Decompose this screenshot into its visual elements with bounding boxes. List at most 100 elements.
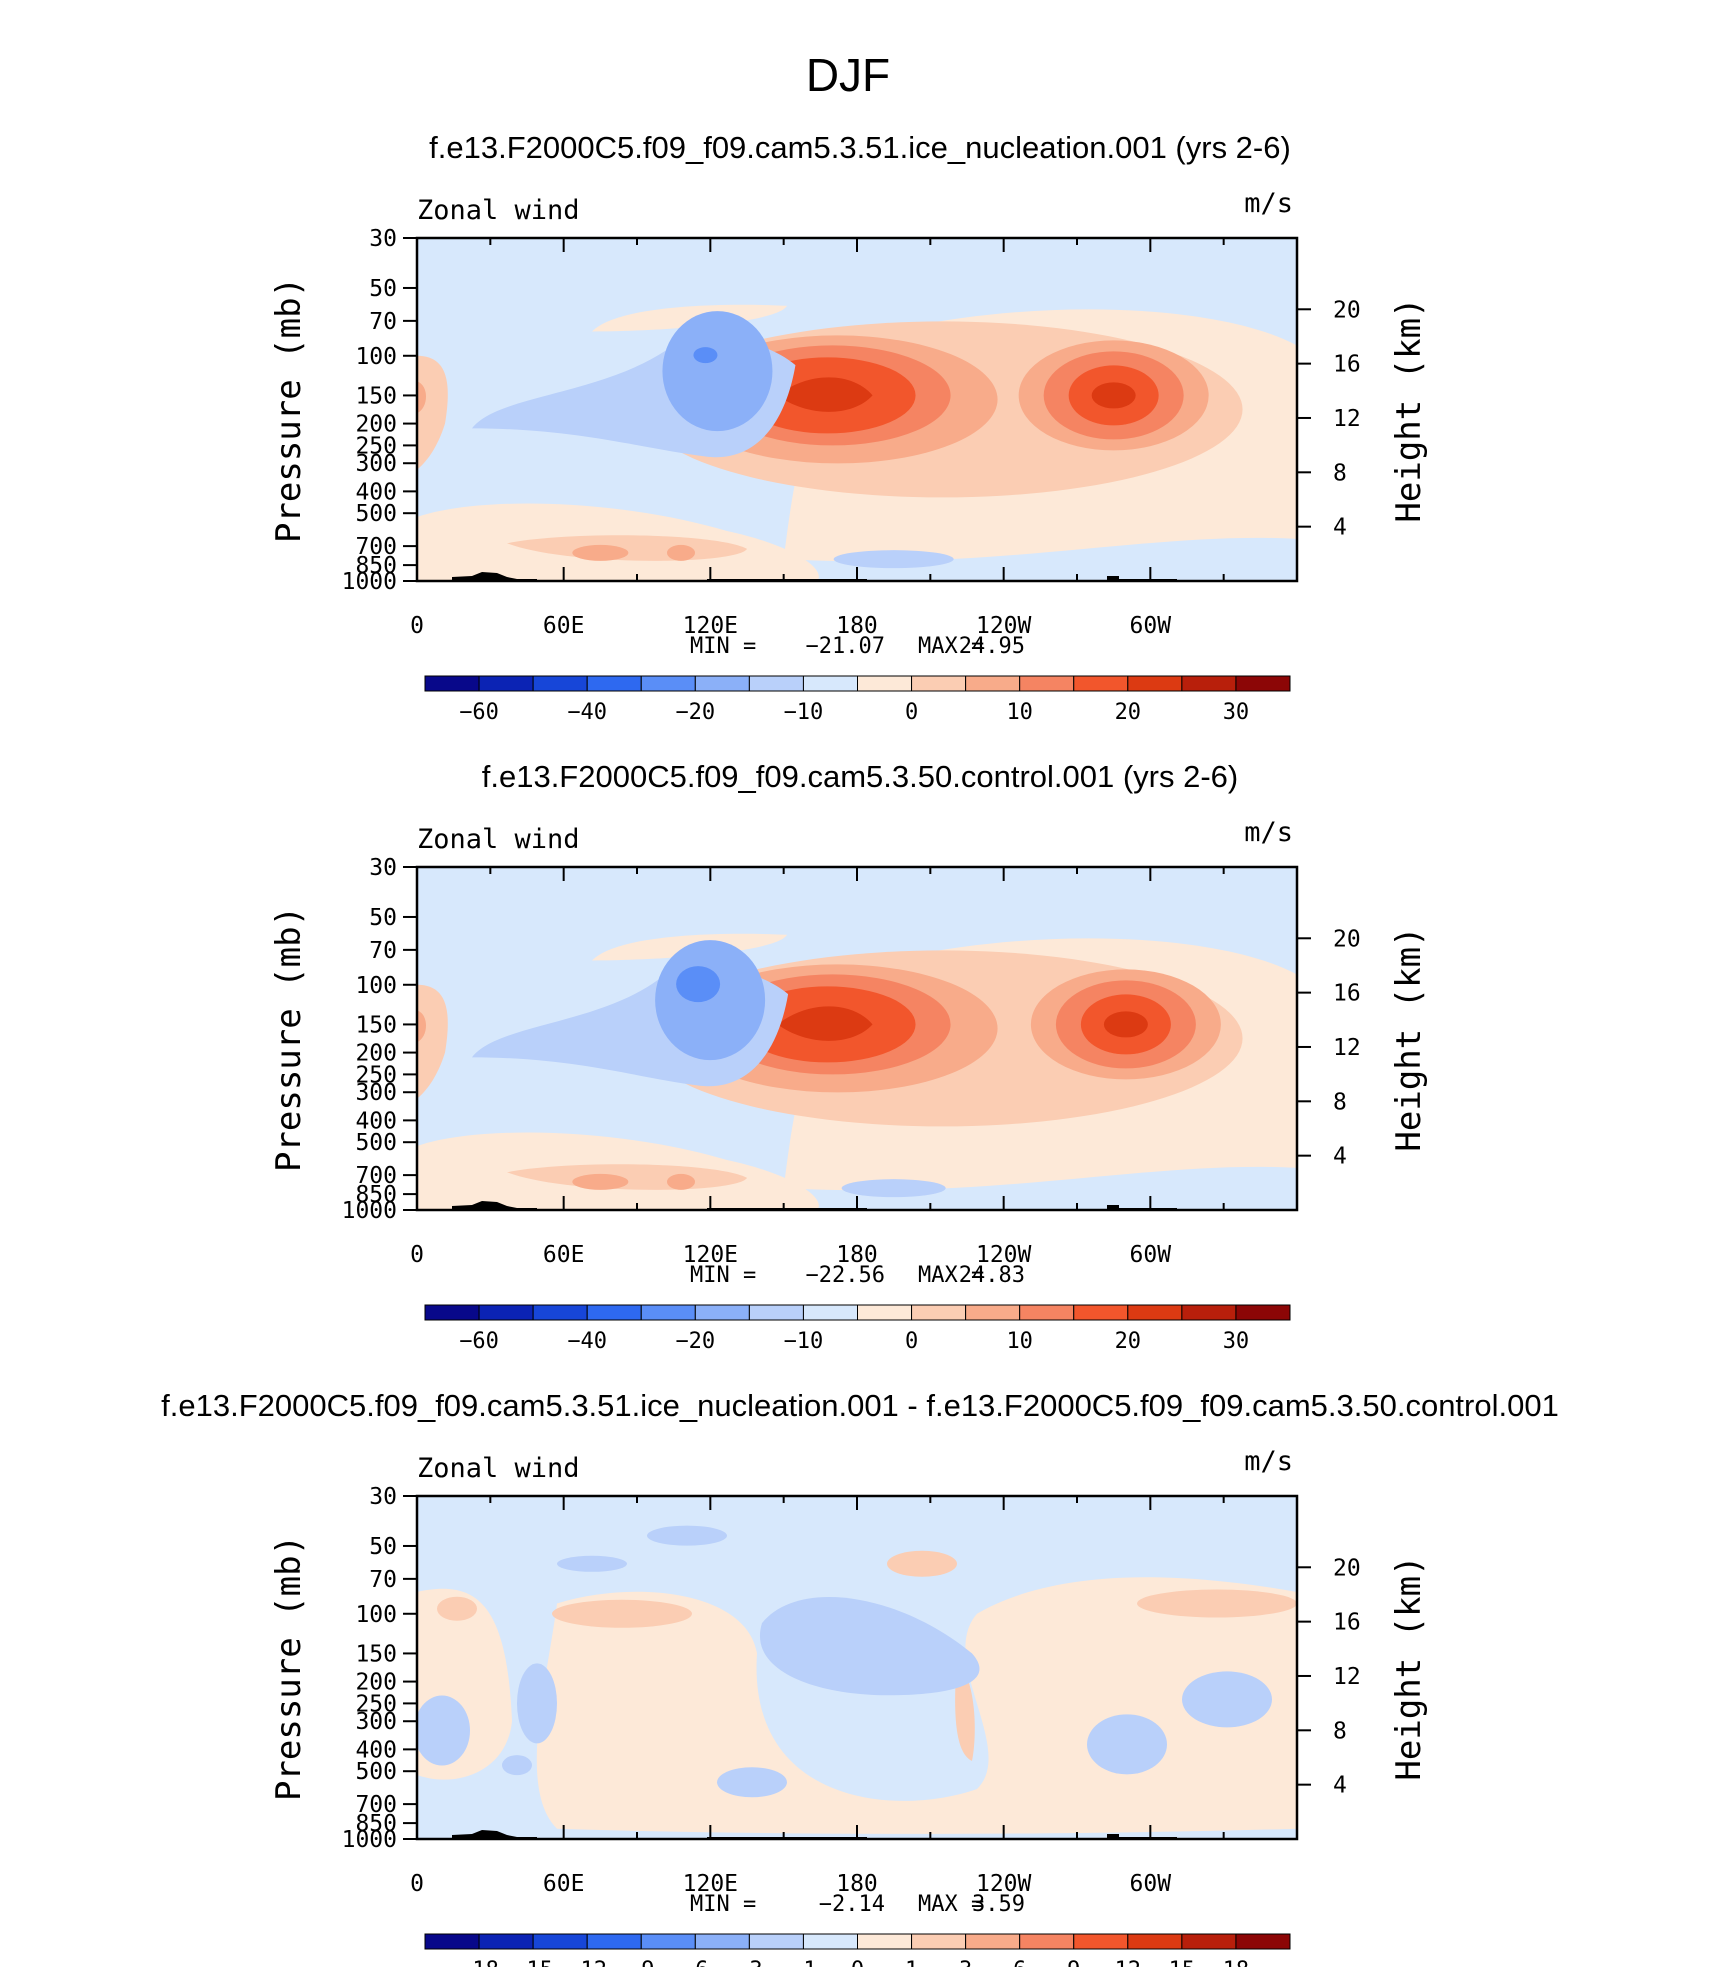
colorbar-label: 12 [1115,1958,1142,1967]
colorbar-label: −9 [628,1958,655,1967]
y2-tick-label: 4 [1333,515,1347,541]
colorbar-label: 0 [851,1958,864,1967]
diff-neg-1 [759,1596,980,1696]
colorbar-swatch [424,675,480,692]
y-tick-label: 300 [355,1709,397,1735]
colorbar-swatch [1127,1933,1183,1950]
diff-neg-6 [647,1525,727,1546]
colorbar-label: 10 [1006,1329,1033,1354]
diff-neg-8 [717,1767,787,1798]
y-tick-label: 150 [355,1641,397,1667]
left-string: Zonal wind [417,824,580,855]
y-tick-label: 200 [355,1670,397,1696]
y2-axis-title: Height (km) [1389,926,1429,1151]
y2-axis-title: Height (km) [1389,1555,1429,1780]
colorbar-swatch [532,675,588,692]
y-tick-label: 850 [355,1182,397,1208]
y-tick-label: 100 [355,1602,397,1628]
y-tick-label: 500 [355,1759,397,1785]
colorbar-swatch [640,1304,696,1321]
y2-tick-label: 16 [1333,352,1361,378]
colorbar-label: −10 [784,1329,824,1354]
x-tick-label: 0 [410,1871,424,1897]
colorbar-label: −18 [459,1958,499,1967]
diff-neg-2 [517,1663,557,1744]
x-tick-label: 0 [410,1242,424,1268]
y-axis-title: Pressure (mb) [269,1535,309,1801]
colorbar-swatch [1181,1304,1237,1321]
diff-neg-7 [557,1555,627,1572]
colorbar-swatch [802,1933,858,1950]
y2-tick-label: 4 [1333,1144,1347,1170]
diff-neg-3 [417,1695,470,1766]
diff-neg-4 [1087,1714,1167,1775]
y2-tick-label: 20 [1333,926,1361,952]
topography-africa [452,1830,537,1839]
y-tick-label: 250 [355,433,397,459]
colorbar-label: 20 [1115,1329,1142,1354]
x-tick-label: 120E [683,1242,738,1268]
colorbar-label: −60 [459,1329,499,1354]
min-value: −21.07 [806,634,885,659]
y-tick-label: 1000 [342,569,397,595]
colorbar-label: −3 [736,1958,763,1967]
y-tick-label: 500 [355,501,397,527]
colorbar-swatch [640,675,696,692]
max-label: MAX = [918,634,984,659]
right-string: m/s [1244,188,1293,219]
y2-tick-label: 8 [1333,1718,1347,1744]
colorbar-label: 20 [1115,700,1142,725]
contour-jet-core-b [1103,1011,1148,1038]
y-tick-label: 50 [369,276,397,302]
colorbar-swatch [911,1304,967,1321]
y-tick-label: 250 [355,1062,397,1088]
colorbar-label: −15 [513,1958,553,1967]
contour-east-core [693,347,718,364]
y-tick-label: 700 [355,534,397,560]
contour-low-west-3 [572,1173,629,1190]
colorbar-swatch [857,1304,913,1321]
max-value: 24.83 [959,1263,1025,1288]
max-value: 24.95 [959,634,1025,659]
y2-tick-label: 20 [1333,297,1361,323]
min-label: MIN = [690,1263,756,1288]
y-tick-label: 300 [355,451,397,477]
x-tick-label: 120W [976,1871,1032,1897]
y-tick-label: 700 [355,1163,397,1189]
x-tick-label: 60W [1130,1871,1172,1897]
colorbar-swatch [532,1933,588,1950]
colorbar-label: 0 [905,1329,918,1354]
y2-tick-label: 20 [1333,1555,1361,1581]
y2-axis-title: Height (km) [1389,297,1429,522]
topography-andes [1107,576,1119,581]
colorbar-swatch [911,675,967,692]
colorbar-swatch [694,1933,750,1950]
colorbar-swatch [1073,1933,1129,1950]
x-tick-label: 60W [1130,1242,1172,1268]
contour-surface-east [841,1179,946,1198]
colorbar-label: 0 [905,700,918,725]
x-tick-label: 60E [543,1871,585,1897]
colorbar-label: 1 [905,1958,918,1967]
diff-pos-5 [887,1550,957,1577]
y-tick-label: 400 [355,1737,397,1763]
colorbar-swatch [748,1933,804,1950]
y-tick-label: 100 [355,973,397,999]
colorbar-swatch [586,675,642,692]
colorbar-swatch [1235,1933,1291,1950]
left-string: Zonal wind [417,1453,580,1484]
colorbar-swatch [478,1933,534,1950]
colorbar-label: 9 [1067,1958,1080,1967]
contour-low-west-3 [572,544,629,561]
colorbar-label: 6 [1013,1958,1026,1967]
x-tick-label: 120W [976,613,1032,639]
colorbar-swatch [1127,675,1183,692]
panel-title: f.e13.F2000C5.f09_f09.cam5.3.50.control.… [482,759,1239,794]
x-tick-label: 60E [543,613,585,639]
y-tick-label: 30 [369,1484,397,1510]
y-tick-label: 500 [355,1130,397,1156]
panel-title: f.e13.F2000C5.f09_f09.cam5.3.51.ice_nucl… [429,130,1291,165]
contour-field [417,867,1297,1210]
colorbar-label: −60 [459,700,499,725]
topography-andes [1107,1205,1119,1210]
